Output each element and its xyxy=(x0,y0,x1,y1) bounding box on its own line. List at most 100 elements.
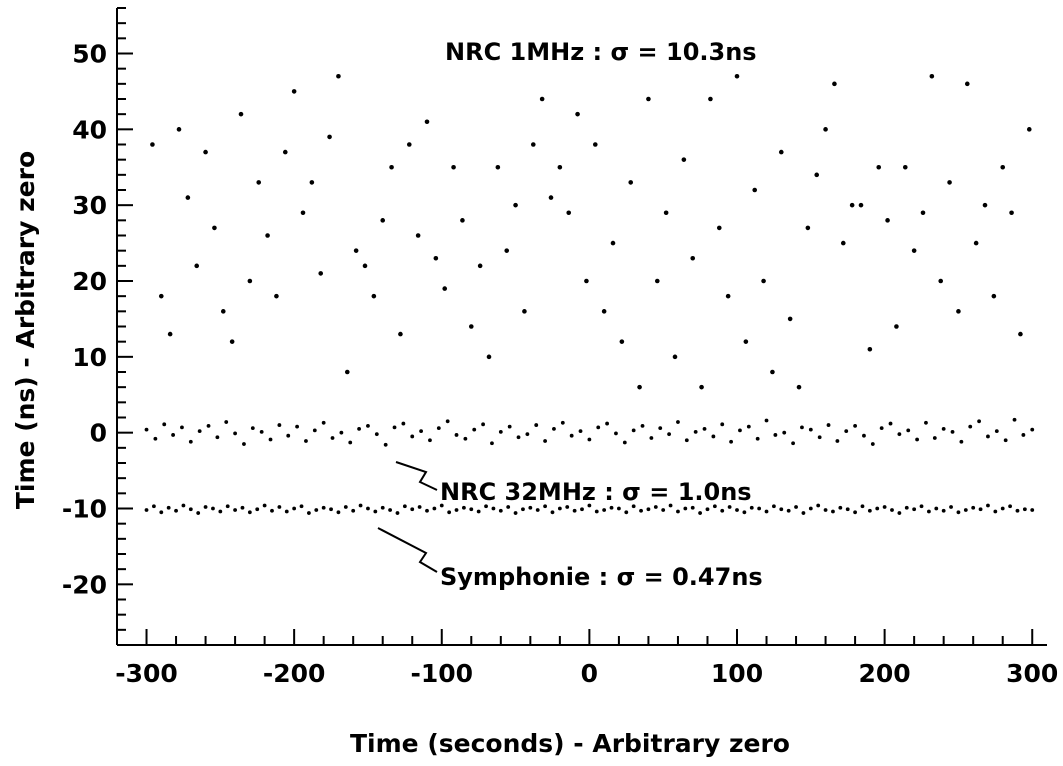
point-symphonie xyxy=(594,509,599,514)
point-nrc-1mhz xyxy=(433,255,439,261)
point-nrc-1mhz xyxy=(247,278,253,284)
point-symphonie xyxy=(786,508,791,513)
point-nrc-32mhz xyxy=(941,426,946,431)
point-nrc-32mhz xyxy=(808,427,813,432)
x-tick-label: -300 xyxy=(115,659,178,688)
point-symphonie xyxy=(299,504,304,509)
point-symphonie xyxy=(476,509,481,514)
point-nrc-32mhz xyxy=(870,442,875,446)
point-nrc-32mhz xyxy=(463,436,468,441)
point-symphonie xyxy=(174,508,178,513)
point-symphonie xyxy=(270,508,274,513)
point-nrc-1mhz xyxy=(752,187,758,193)
point-nrc-32mhz xyxy=(844,429,849,434)
point-symphonie xyxy=(705,507,710,512)
point-nrc-1mhz xyxy=(468,324,474,329)
point-symphonie xyxy=(262,503,267,508)
point-nrc-1mhz xyxy=(982,202,988,208)
point-nrc-32mhz xyxy=(543,439,547,443)
x-tick-label: -200 xyxy=(263,659,326,688)
point-symphonie xyxy=(668,503,673,508)
point-nrc-32mhz xyxy=(507,424,512,429)
point-symphonie xyxy=(816,503,821,508)
point-symphonie xyxy=(255,507,260,512)
point-nrc-32mhz xyxy=(773,433,778,437)
point-nrc-1mhz xyxy=(522,309,527,314)
point-nrc-1mhz xyxy=(238,111,244,117)
point-symphonie xyxy=(882,505,887,509)
point-nrc-32mhz xyxy=(374,432,379,437)
point-nrc-1mhz xyxy=(734,73,740,79)
point-symphonie xyxy=(366,506,370,511)
point-symphonie xyxy=(956,510,961,515)
point-symphonie xyxy=(823,508,828,512)
point-nrc-1mhz xyxy=(176,127,182,132)
point-nrc-32mhz xyxy=(144,427,149,432)
point-symphonie xyxy=(484,504,488,509)
point-symphonie xyxy=(838,505,843,510)
point-nrc-1mhz xyxy=(451,164,456,170)
point-nrc-1mhz xyxy=(787,316,793,322)
y-tick-label: -20 xyxy=(62,570,107,599)
point-nrc-1mhz xyxy=(832,81,837,87)
point-nrc-1mhz xyxy=(557,164,563,170)
point-nrc-32mhz xyxy=(605,421,609,426)
point-nrc-1mhz xyxy=(1009,210,1014,216)
point-nrc-32mhz xyxy=(472,427,477,432)
point-symphonie xyxy=(653,505,658,509)
point-symphonie xyxy=(912,507,917,512)
point-nrc-32mhz xyxy=(835,439,840,443)
point-symphonie xyxy=(794,505,798,509)
point-symphonie xyxy=(343,505,348,509)
point-nrc-1mhz xyxy=(699,384,704,390)
point-nrc-1mhz xyxy=(362,263,368,269)
point-nrc-1mhz xyxy=(610,240,616,246)
point-nrc-32mhz xyxy=(233,431,237,436)
point-symphonie xyxy=(779,507,784,512)
point-symphonie xyxy=(181,503,186,508)
point-symphonie xyxy=(712,504,717,509)
point-nrc-1mhz xyxy=(477,263,483,269)
point-nrc-1mhz xyxy=(398,331,403,337)
point-symphonie xyxy=(683,506,688,511)
point-nrc-32mhz xyxy=(906,428,911,433)
point-nrc-1mhz xyxy=(725,293,731,299)
y-tick-label: 10 xyxy=(72,343,107,372)
point-nrc-32mhz xyxy=(250,426,255,431)
point-nrc-1mhz xyxy=(796,384,802,390)
point-nrc-1mhz xyxy=(681,157,687,162)
point-nrc-1mhz xyxy=(947,180,952,185)
point-nrc-32mhz xyxy=(321,420,326,425)
point-symphonie xyxy=(890,508,894,512)
point-nrc-32mhz xyxy=(897,432,902,437)
point-nrc-1mhz xyxy=(743,339,749,344)
point-nrc-32mhz xyxy=(277,423,282,427)
point-nrc-32mhz xyxy=(445,419,450,424)
point-nrc-1mhz xyxy=(708,96,713,102)
point-nrc-1mhz xyxy=(229,339,235,344)
point-nrc-32mhz xyxy=(950,430,955,434)
point-nrc-1mhz xyxy=(911,248,917,253)
point-nrc-1mhz xyxy=(344,369,350,375)
point-symphonie xyxy=(314,508,319,512)
point-nrc-32mhz xyxy=(702,426,707,431)
annotation-nrc-32mhz: NRC 32MHz : σ = 1.0ns xyxy=(440,478,752,506)
point-nrc-1mhz xyxy=(584,278,589,284)
point-nrc-1mhz xyxy=(513,202,518,208)
point-nrc-1mhz xyxy=(646,96,651,102)
point-nrc-1mhz xyxy=(309,180,315,185)
point-symphonie xyxy=(388,508,392,512)
point-symphonie xyxy=(875,506,880,511)
point-symphonie xyxy=(447,510,452,515)
point-nrc-32mhz xyxy=(295,424,299,429)
x-axis-label: Time (seconds) - Arbitrary zero xyxy=(350,729,790,758)
point-nrc-32mhz xyxy=(348,440,353,445)
point-nrc-1mhz xyxy=(539,96,545,102)
point-nrc-32mhz xyxy=(640,423,645,428)
y-tick-label: -10 xyxy=(62,495,107,524)
point-symphonie xyxy=(321,505,326,510)
point-nrc-32mhz xyxy=(197,429,202,434)
point-symphonie xyxy=(188,507,193,512)
point-symphonie xyxy=(949,505,953,509)
point-symphonie xyxy=(978,507,983,512)
